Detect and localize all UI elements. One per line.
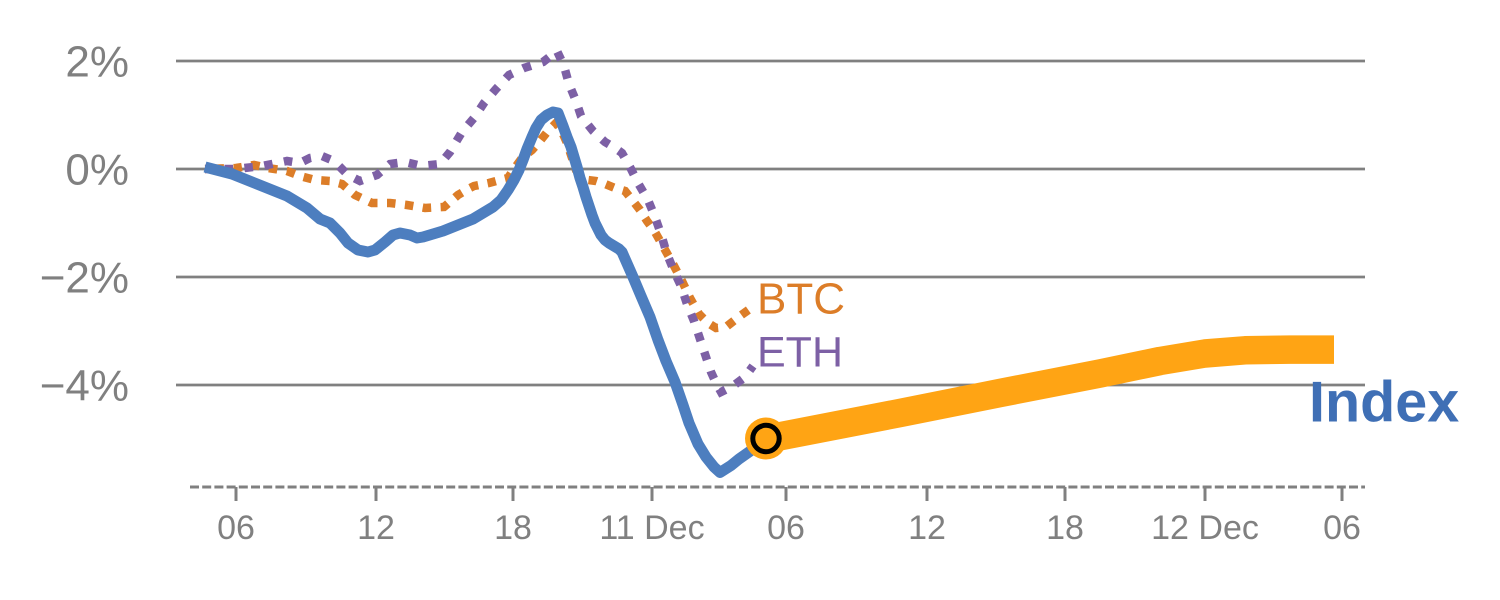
svg-text:12 Dec: 12 Dec — [1151, 509, 1259, 547]
svg-text:−2%: −2% — [40, 254, 129, 303]
svg-text:11 Dec: 11 Dec — [599, 509, 704, 547]
svg-text:06: 06 — [767, 509, 805, 547]
svg-text:BTC: BTC — [757, 275, 845, 324]
svg-text:ETH: ETH — [757, 329, 843, 377]
svg-text:12: 12 — [357, 509, 395, 547]
svg-text:Index: Index — [1309, 371, 1459, 435]
svg-text:06: 06 — [1323, 509, 1361, 547]
svg-text:06: 06 — [217, 509, 255, 547]
svg-text:18: 18 — [494, 509, 532, 547]
svg-text:2%: 2% — [65, 38, 129, 87]
svg-text:0%: 0% — [65, 146, 129, 195]
svg-text:12: 12 — [908, 509, 946, 547]
svg-text:18: 18 — [1046, 509, 1084, 547]
svg-text:−4%: −4% — [40, 362, 129, 411]
